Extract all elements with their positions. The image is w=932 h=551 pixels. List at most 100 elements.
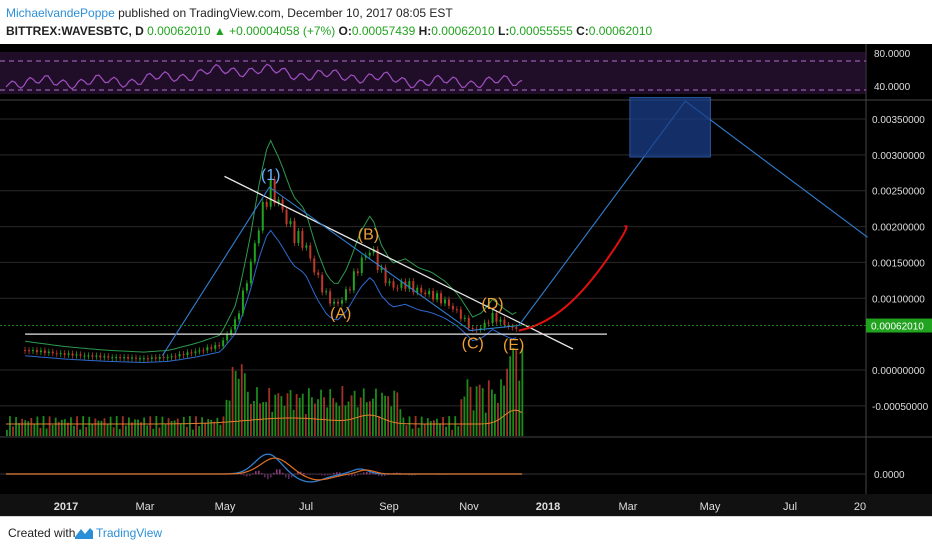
volume-bar (182, 416, 185, 436)
volume-bar (79, 429, 81, 436)
candle-body (237, 313, 240, 320)
volume-bar (207, 419, 210, 436)
volume-bar (173, 420, 176, 436)
volume-bar (487, 380, 490, 436)
volume-bar (372, 398, 374, 436)
candle-body (301, 230, 304, 248)
volume-bar (167, 418, 170, 436)
volume-bar (393, 390, 396, 436)
candle-body (321, 275, 324, 293)
macd-histogram-bar (267, 474, 269, 480)
volume-bar (323, 397, 325, 436)
volume-bar (344, 405, 347, 436)
volume-bar (219, 424, 222, 436)
tradingview-link[interactable]: TradingView (96, 526, 163, 540)
volume-bar (118, 429, 121, 436)
candle-body (511, 326, 514, 328)
volume-bar (405, 425, 408, 436)
volume-bar (448, 416, 451, 436)
macd-histogram-bar (360, 473, 362, 475)
volume-bar (234, 370, 237, 436)
candle-body (277, 199, 280, 204)
candle-body (28, 350, 31, 352)
macd-histogram-bar (297, 471, 299, 475)
volume-bar (503, 385, 505, 436)
macd-histogram-bar (255, 471, 257, 475)
candle-body (214, 345, 217, 349)
candle-body (368, 252, 371, 256)
candle-body (87, 355, 90, 357)
volume-bar (109, 416, 112, 436)
candle-body (436, 293, 439, 300)
volume-bar (27, 421, 30, 436)
chart-background (0, 44, 932, 516)
volume-bar (439, 423, 441, 436)
volume-bar (33, 424, 36, 436)
candle-body (443, 299, 446, 304)
candle-body (329, 291, 332, 304)
candle-body (83, 355, 86, 357)
volume-bar (137, 419, 139, 436)
candle-body (154, 357, 157, 359)
bollinger-upper (25, 139, 517, 353)
volume-bar (146, 425, 149, 436)
volume-bar (396, 392, 399, 436)
volume-bar (9, 416, 11, 436)
volume-bar (317, 399, 319, 436)
volume-bar (82, 416, 85, 436)
volume-bar (362, 388, 365, 436)
price-chart[interactable]: 80.0000 40.0000 0.00062010 (1) (A) (B) (C) (D) (… (0, 44, 932, 516)
macd-histogram-bar (252, 473, 254, 475)
time-tick-label: May (215, 501, 236, 513)
time-tick-label: Mar (619, 501, 638, 513)
volume-bar (518, 380, 521, 436)
candle-body (337, 301, 340, 304)
volume-bar (100, 420, 103, 436)
candle-body (420, 287, 423, 293)
symbol-label: BITTREX:WAVESBTC, D (6, 24, 148, 38)
volume-bar (445, 426, 447, 436)
candle-body (142, 358, 145, 360)
wave-label: (A) (330, 305, 351, 322)
candle-body (71, 353, 74, 356)
volume-bar (304, 413, 307, 436)
volume-bar (143, 417, 146, 436)
candle-body (487, 322, 490, 324)
volume-bar (45, 428, 48, 436)
volume-bar (307, 388, 310, 436)
macd-histogram-bar (303, 472, 305, 475)
macd-histogram-bar (291, 474, 293, 478)
volume-bar (335, 402, 338, 436)
volume-bar (414, 416, 417, 436)
macd-histogram-bar (411, 474, 413, 476)
candle-body (408, 281, 411, 289)
candle-body (138, 358, 141, 360)
volume-bar (237, 378, 240, 436)
volume-bar (42, 416, 45, 436)
volume-bar (497, 402, 499, 436)
macd-histogram-bar (312, 474, 314, 475)
chart-header: MichaelvandePoppe published on TradingVi… (0, 0, 932, 44)
candle-body (305, 245, 308, 248)
volume-bar (320, 389, 322, 436)
volume-bar (451, 429, 454, 436)
candle-body (103, 356, 106, 358)
candle-body (59, 353, 62, 355)
open-label: O: (335, 24, 352, 38)
volume-bar (356, 407, 359, 436)
candle-body (222, 340, 225, 347)
volume-bar (454, 416, 457, 436)
macd-histogram-bar (372, 473, 374, 475)
volume-bar (420, 416, 423, 436)
volume-bar (6, 430, 8, 436)
volume-bar (368, 401, 371, 436)
candle-body (451, 305, 454, 310)
candle-body (131, 357, 134, 359)
candle-body (352, 271, 355, 291)
candle-body (39, 350, 42, 353)
volume-bar (329, 389, 332, 436)
candle-body (447, 299, 450, 306)
candle-body (174, 356, 177, 358)
candle-body (166, 357, 169, 359)
author-link[interactable]: MichaelvandePoppe (6, 6, 115, 20)
